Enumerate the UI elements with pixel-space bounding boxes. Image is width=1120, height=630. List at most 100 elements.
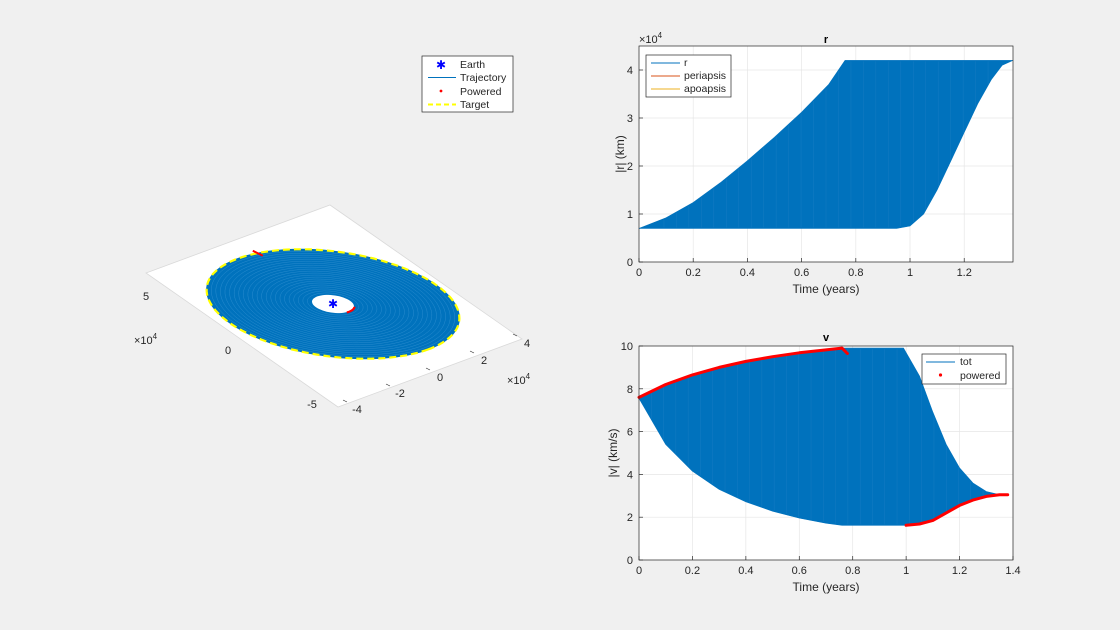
orbit-xtick-mark — [469, 350, 475, 354]
trajectory-ring — [293, 286, 373, 322]
orbit-xtick-mark — [385, 383, 391, 387]
v-xtick-label: 0 — [636, 565, 642, 577]
orbit-legend: ✱ Earth Trajectory Powered Target — [421, 55, 514, 113]
trajectory-ring — [256, 270, 410, 338]
r-plot-ylabel: |r| (km) — [613, 135, 627, 173]
v-plot-xlabel: Time (years) — [793, 580, 860, 594]
legend-trajectory-label: Trajectory — [460, 72, 507, 84]
v-plot-ylabel: |v| (km/s) — [606, 429, 620, 478]
trajectory-ring — [247, 266, 419, 342]
trajectory-ring — [275, 278, 391, 330]
trajectory-ring — [234, 261, 432, 347]
orbit-axis-ticks: -4 -2 0 2 4 -5 0 5 — [143, 291, 530, 416]
orbit-xtick-label: -2 — [395, 388, 405, 400]
v-plot-title: v — [823, 332, 830, 344]
v-series — [637, 346, 1010, 527]
trajectory-ring — [238, 263, 428, 345]
r-ytick-label: 0 — [627, 257, 633, 269]
trajectory-ring — [229, 259, 437, 349]
legend-earth-label: Earth — [460, 59, 485, 71]
r-legend-r-label: r — [684, 57, 688, 69]
v-plot-axes: 0 0.2 0.4 0.6 0.8 1 1.2 1.4 0 2 4 6 8 10 v Time (year… — [606, 332, 1021, 594]
orbit-3d-axes: ✱ -4 -2 0 2 4 -5 0 5 ×104 ×104 — [134, 204, 531, 416]
trajectory-rings: ✱ — [205, 248, 461, 360]
v-xtick-label: 0.8 — [845, 565, 860, 577]
v-xtick-label: 0.2 — [685, 565, 700, 577]
powered-arc — [346, 306, 356, 314]
trajectory-ring — [252, 268, 414, 340]
r-xtick-label: 1 — [907, 267, 913, 279]
r-ytick-label: 1 — [627, 209, 633, 221]
trajectory-ring — [224, 257, 442, 351]
trajectory-ring — [266, 274, 400, 334]
orbit-xtick-label: 4 — [524, 338, 530, 350]
r-plot-xlabel: Time (years) — [793, 282, 860, 296]
legend-powered-dot — [439, 89, 443, 93]
target-orbit — [205, 248, 461, 360]
v-legend-powered-dot — [938, 373, 943, 377]
legend-earth-icon: ✱ — [436, 58, 446, 72]
v-xtick-label: 1.2 — [952, 565, 967, 577]
r-legend-apoapsis-label: apoapsis — [684, 83, 726, 95]
v-xtick-label: 1.4 — [1005, 565, 1020, 577]
r-ticks: 0 0.2 0.4 0.6 0.8 1 1.2 0 1 2 3 4 — [627, 65, 972, 279]
r-xtick-label: 0.8 — [848, 267, 863, 279]
v-legend-box — [921, 353, 1007, 385]
r-legend-periapsis-label: periapsis — [684, 70, 726, 82]
trajectory-ring — [284, 282, 382, 326]
r-plot-axes: 0 0.2 0.4 0.6 0.8 1 1.2 0 1 2 3 4 r Time (years) |r… — [613, 31, 1014, 296]
v-ticks: 0 0.2 0.4 0.6 0.8 1 1.2 1.4 0 2 4 6 8 10 — [621, 341, 1021, 577]
r-ytick-label: 3 — [627, 113, 633, 125]
r-xtick-label: 0.6 — [794, 267, 809, 279]
trajectory-ring — [211, 251, 455, 357]
orbit-xtick-mark — [425, 367, 431, 371]
earth-marker-icon: ✱ — [328, 297, 338, 311]
v-ytick-label: 8 — [627, 384, 633, 396]
orbit-x-multiplier-label: ×104 — [507, 372, 531, 387]
v-ytick-label: 0 — [627, 555, 633, 567]
v-xtick-label: 1 — [903, 565, 909, 577]
orbit-y-multiplier-label: ×104 — [134, 332, 158, 347]
v-plot-border — [638, 345, 1014, 561]
v-ytick-label: 6 — [627, 427, 633, 439]
trajectory-ring — [220, 255, 446, 353]
r-plot-title: r — [824, 34, 829, 46]
legend-powered-label: Powered — [460, 86, 502, 98]
r-xtick-label: 1.2 — [957, 267, 972, 279]
v-xtick-label: 0.6 — [792, 565, 807, 577]
r-plot-border — [638, 45, 1014, 263]
powered-arc-outer — [252, 249, 264, 257]
r-plot-y-multiplier: ×104 — [639, 31, 663, 46]
legend-target-label: Target — [460, 99, 489, 111]
orbit-ytick-label: -5 — [307, 399, 317, 411]
v-ytick-label: 2 — [627, 512, 633, 524]
v-powered-curve — [904, 493, 1010, 527]
trajectory-ring — [270, 276, 396, 332]
r-xtick-label: 0.4 — [740, 267, 755, 279]
trajectory-ring — [288, 284, 378, 324]
v-powered-curve — [637, 346, 849, 399]
r-ytick-label: 2 — [627, 161, 633, 173]
r-xtick-label: 0 — [636, 267, 642, 279]
orbit-xtick-mark — [342, 399, 348, 403]
v-legend-powered-label: powered — [960, 370, 1000, 382]
orbit-ytick-label: 0 — [225, 345, 231, 357]
orbit-legend-box — [421, 55, 514, 113]
orbit-xtick-label: 2 — [481, 355, 487, 367]
orbit-xtick-label: 0 — [437, 372, 443, 384]
v-ytick-label: 10 — [621, 341, 633, 353]
v-xtick-label: 0.4 — [738, 565, 753, 577]
r-series — [638, 60, 1014, 229]
v-ytick-label: 4 — [627, 469, 633, 481]
trajectory-ring — [298, 288, 368, 320]
orbit-xtick-label: -4 — [352, 404, 362, 416]
r-xtick-label: 0.2 — [686, 267, 701, 279]
orbit-ytick-label: 5 — [143, 291, 149, 303]
trajectory-ring — [243, 265, 423, 343]
inner-hole — [312, 294, 354, 314]
orbit-xtick-mark — [512, 333, 518, 337]
v-legend-tot-label: tot — [960, 356, 972, 368]
trajectory-ring — [279, 280, 387, 328]
trajectory-ring — [261, 272, 405, 336]
